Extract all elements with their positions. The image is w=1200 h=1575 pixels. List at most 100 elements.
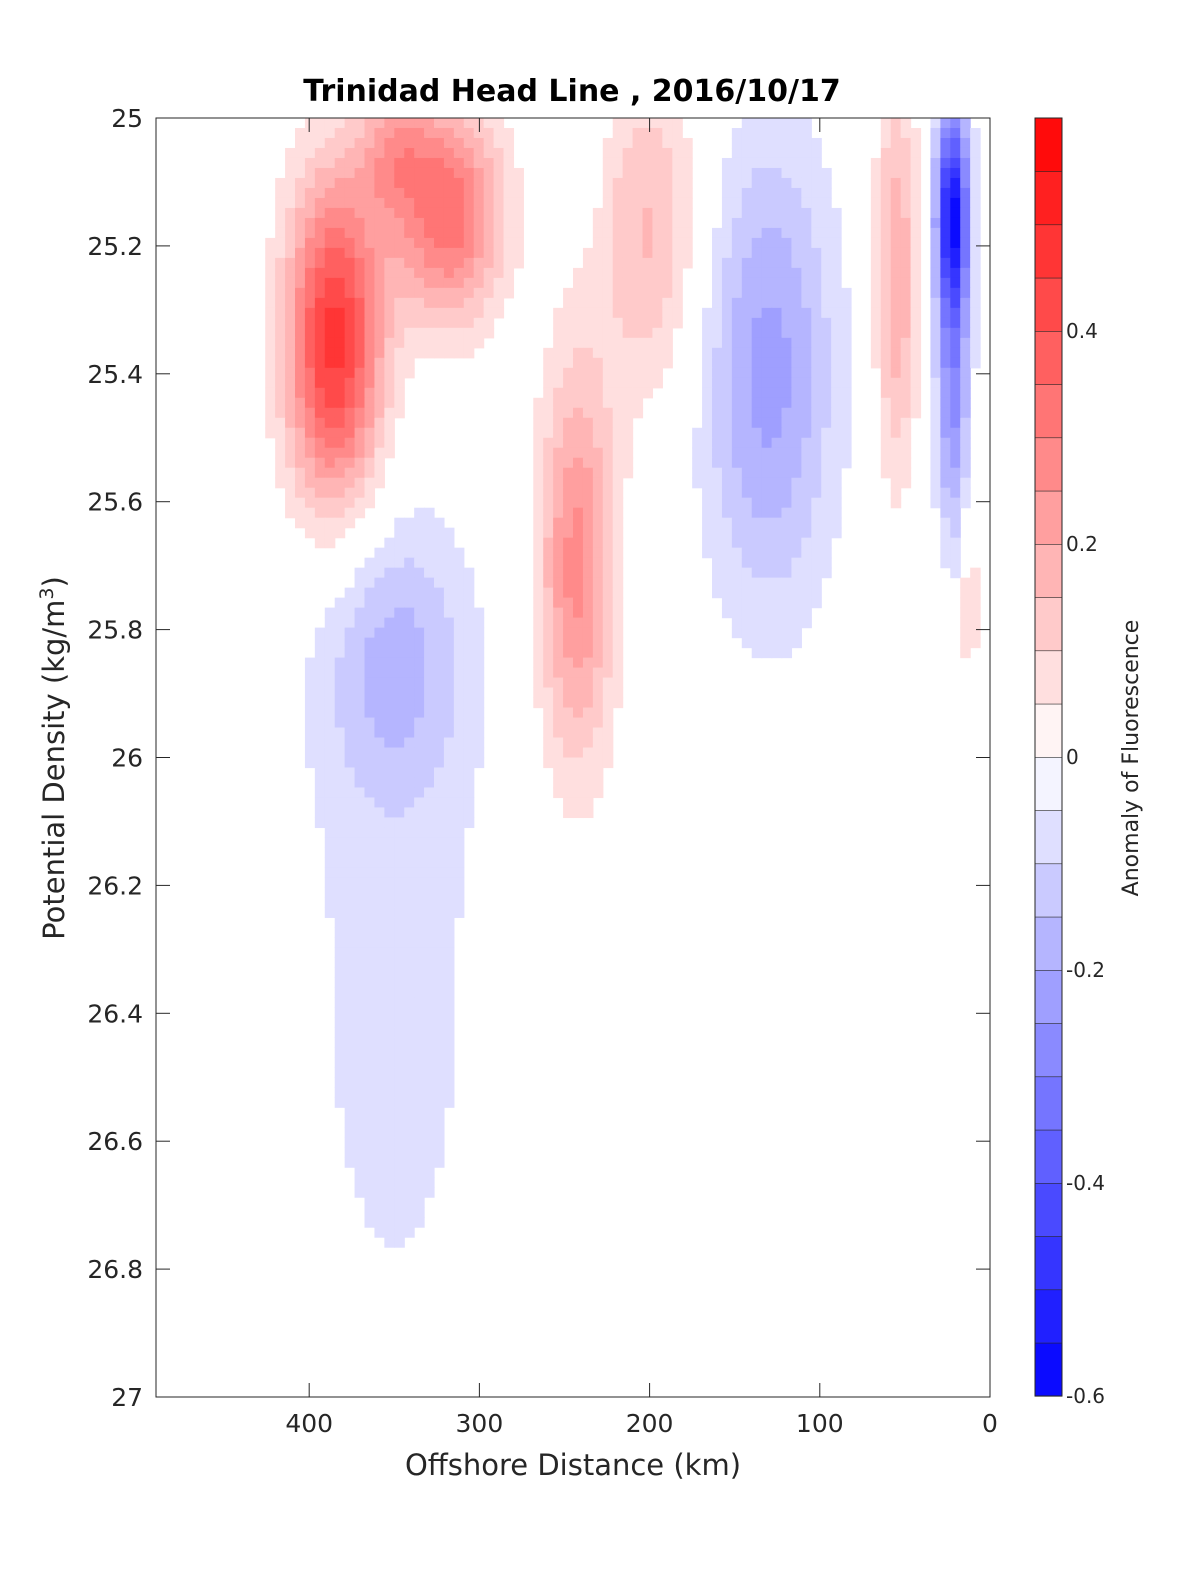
field-cell <box>672 147 683 159</box>
field-cell <box>731 417 743 429</box>
field-cell <box>453 557 465 569</box>
field-cell <box>771 417 783 429</box>
field-cell <box>384 717 395 729</box>
field-cell <box>334 1017 346 1028</box>
field-cell <box>295 427 306 439</box>
field-cell <box>463 597 475 609</box>
field-cell <box>344 987 356 998</box>
field-cell <box>771 157 783 169</box>
colorbar-segment <box>1034 756 1063 811</box>
field-cell <box>334 657 346 669</box>
field-cell <box>950 527 961 539</box>
field-cell <box>404 127 415 139</box>
field-cell <box>304 387 316 399</box>
field-cell <box>434 527 445 539</box>
field-cell <box>831 307 842 319</box>
field-cell <box>295 507 306 519</box>
field-cell <box>910 267 922 279</box>
field-cell <box>304 697 316 709</box>
field-cell <box>443 1047 455 1058</box>
field-cell <box>463 287 475 299</box>
field-cell <box>424 1057 435 1068</box>
field-cell <box>781 337 793 349</box>
field-cell <box>612 597 624 609</box>
field-cell <box>314 257 326 269</box>
field-cell <box>592 527 604 539</box>
field-cell <box>275 277 286 289</box>
field-cell <box>791 587 802 599</box>
field-cell <box>622 397 634 409</box>
field-cell <box>592 287 604 299</box>
field-cell <box>741 247 753 259</box>
field-cell <box>563 317 574 329</box>
field-cell <box>573 267 584 279</box>
field-cell <box>582 807 594 819</box>
field-cell <box>771 637 783 649</box>
field-cell <box>741 167 753 179</box>
field-cell <box>582 727 594 739</box>
field-cell <box>721 167 733 179</box>
field-cell <box>314 727 326 739</box>
field-cell <box>721 567 733 579</box>
field-cell <box>563 297 574 309</box>
field-cell <box>324 517 336 529</box>
field-cell <box>354 247 366 259</box>
field-cell <box>414 547 425 559</box>
field-cell <box>453 877 465 888</box>
field-cell <box>721 237 733 249</box>
field-cell <box>344 587 356 599</box>
field-cell <box>463 617 475 629</box>
field-cell <box>334 287 346 299</box>
field-cell <box>672 227 683 239</box>
field-cell <box>344 317 356 329</box>
field-cell <box>404 207 415 219</box>
field-cell <box>275 397 286 409</box>
field-cell <box>344 257 356 269</box>
field-cell <box>453 207 465 219</box>
field-cell <box>295 437 306 449</box>
field-cell <box>364 467 376 479</box>
field-cell <box>682 157 693 169</box>
field-cell <box>414 747 425 759</box>
field-cell <box>602 387 614 399</box>
field-cell <box>404 867 415 878</box>
field-cell <box>910 297 922 309</box>
field-cell <box>275 217 286 229</box>
field-cell <box>602 577 614 589</box>
field-cell <box>443 137 455 149</box>
field-cell <box>682 227 693 239</box>
field-cell <box>364 967 376 978</box>
field-cell <box>781 577 793 589</box>
field-cell <box>374 767 385 779</box>
field-cell <box>573 347 584 359</box>
y-axis-label: Potential Density (kg/m3) <box>36 576 71 940</box>
field-cell <box>791 577 802 589</box>
field-cell <box>761 287 773 299</box>
field-cell <box>334 187 346 199</box>
field-cell <box>314 667 326 679</box>
field-cell <box>384 847 395 859</box>
field-cell <box>324 507 336 519</box>
field-cell <box>950 297 961 309</box>
field-cell <box>394 927 405 938</box>
field-cell <box>513 257 524 269</box>
field-cell <box>682 137 693 149</box>
field-cell <box>831 457 842 469</box>
field-cell <box>275 447 286 459</box>
field-cell <box>612 137 624 149</box>
field-cell <box>751 267 763 279</box>
field-cell <box>721 207 733 219</box>
field-cell <box>354 147 366 159</box>
field-cell <box>592 497 604 509</box>
field-cell <box>841 287 852 299</box>
field-cell <box>344 387 356 399</box>
field-cell <box>374 1157 385 1168</box>
field-cell <box>404 747 415 759</box>
field-cell <box>602 627 614 639</box>
field-cell <box>473 647 485 659</box>
field-cell <box>384 1097 395 1108</box>
field-cell <box>364 227 376 239</box>
field-cell <box>334 717 346 729</box>
field-cell <box>384 1067 395 1078</box>
field-cell <box>751 627 763 639</box>
